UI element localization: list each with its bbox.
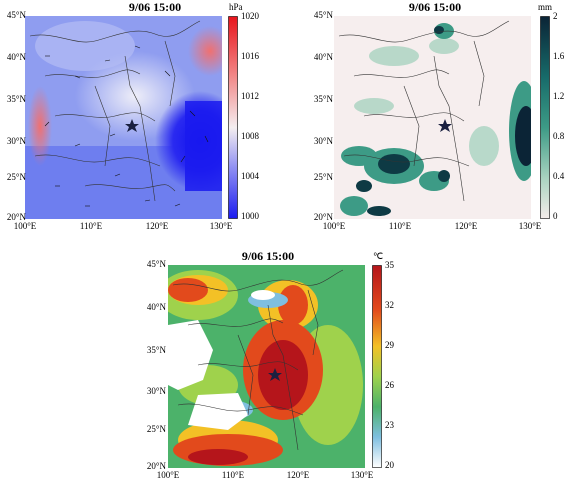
colorbar-tick: 1000 xyxy=(241,211,259,221)
colorbar-tick: 1.2 xyxy=(553,91,565,101)
lon-label: 130°E xyxy=(350,470,374,480)
colorbar-tick: 0 xyxy=(553,211,558,221)
colorbar-tick: 0.8 xyxy=(553,131,565,141)
colorbar-tick: 20 xyxy=(385,460,394,470)
colorbar-tick: 35 xyxy=(385,260,394,270)
colorbar xyxy=(540,16,550,219)
star-marker xyxy=(268,368,282,381)
colorbar-tick: 1016 xyxy=(241,51,259,61)
colorbar-unit: ℃ xyxy=(373,251,384,261)
lon-label: 130°E xyxy=(209,221,233,231)
lat-label: 45°N xyxy=(313,10,333,20)
colorbar-tick: 1012 xyxy=(241,91,259,101)
lat-label: 40°N xyxy=(146,302,166,312)
lat-label: 25°N xyxy=(146,424,166,434)
colorbar xyxy=(372,265,382,468)
star-marker xyxy=(438,119,452,132)
lat-label: 35°N xyxy=(146,345,166,355)
lat-label: 40°N xyxy=(6,52,26,62)
colorbar-tick: 1020 xyxy=(241,11,259,21)
lat-label: 20°N xyxy=(313,212,333,222)
colorbar-unit: hPa xyxy=(229,2,243,12)
lat-label: 20°N xyxy=(6,212,26,222)
lon-label: 100°E xyxy=(156,470,180,480)
colorbar-tick: 1004 xyxy=(241,171,259,181)
colorbar-tick: 1.6 xyxy=(553,51,565,61)
lat-label: 35°N xyxy=(6,94,26,104)
lat-label: 20°N xyxy=(146,461,166,471)
colorbar-tick: 1008 xyxy=(241,131,259,141)
colorbar-tick: 29 xyxy=(385,340,394,350)
colorbar-tick: 2 xyxy=(553,11,558,21)
lon-label: 100°E xyxy=(322,221,346,231)
pressure-map xyxy=(25,16,222,219)
lat-label: 30°N xyxy=(313,136,333,146)
lon-label: 110°E xyxy=(221,470,245,480)
lon-label: 100°E xyxy=(13,221,37,231)
lon-label: 120°E xyxy=(454,221,478,231)
lat-label: 30°N xyxy=(6,136,26,146)
lon-label: 120°E xyxy=(286,470,310,480)
colorbar-tick: 32 xyxy=(385,300,394,310)
lat-label: 45°N xyxy=(6,10,26,20)
lon-label: 120°E xyxy=(145,221,169,231)
star-marker xyxy=(125,119,139,132)
colorbar-tick: 26 xyxy=(385,380,394,390)
panel-title: 9/06 15:00 xyxy=(128,0,182,14)
precip-map xyxy=(334,16,531,219)
lon-label: 110°E xyxy=(79,221,103,231)
panel-title: 9/06 15:00 xyxy=(408,0,462,14)
lat-label: 35°N xyxy=(313,94,333,104)
colorbar-unit: mm xyxy=(538,2,553,12)
panel-title: 9/06 15:00 xyxy=(241,249,295,263)
lat-label: 25°N xyxy=(6,172,26,182)
lat-label: 45°N xyxy=(146,259,166,269)
temperature-map xyxy=(168,265,365,468)
lon-label: 130°E xyxy=(518,221,542,231)
lat-label: 40°N xyxy=(313,52,333,62)
lat-label: 30°N xyxy=(146,386,166,396)
colorbar-tick: 0.4 xyxy=(553,171,565,181)
colorbar-tick: 23 xyxy=(385,420,394,430)
lat-label: 25°N xyxy=(313,172,333,182)
colorbar xyxy=(228,16,238,219)
lon-label: 110°E xyxy=(388,221,412,231)
